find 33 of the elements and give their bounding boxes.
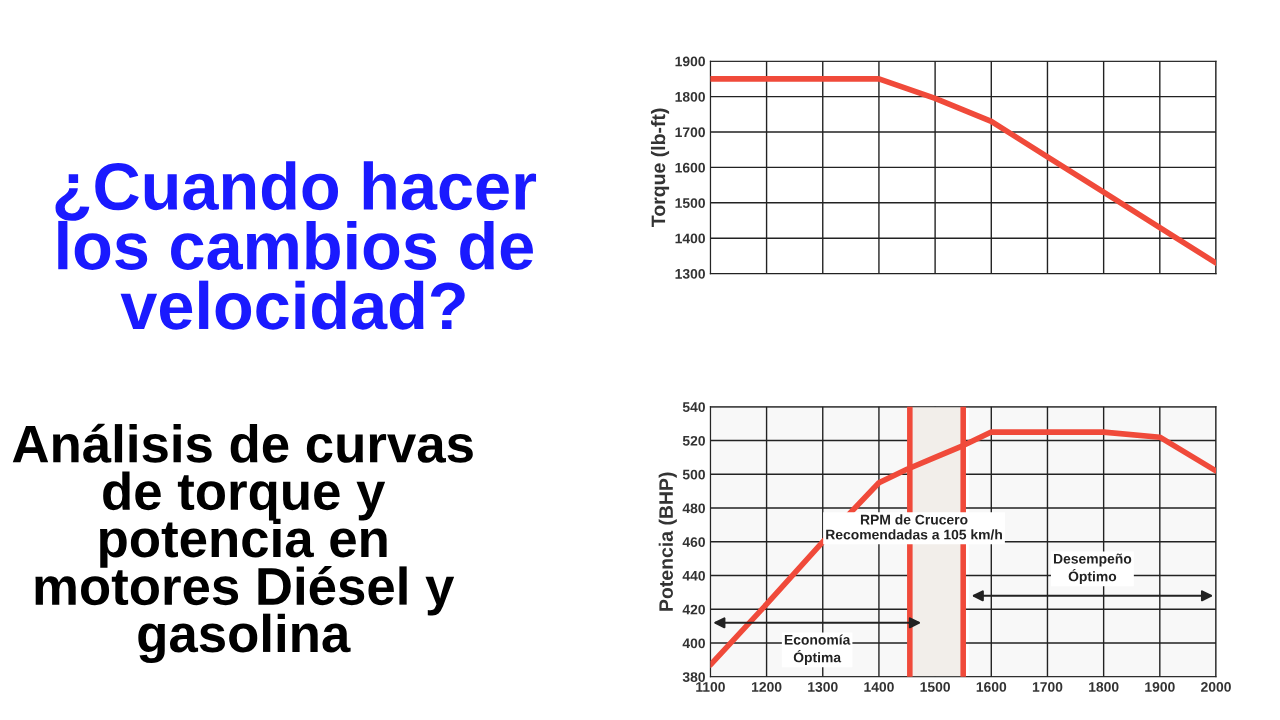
- y-tick-label: 500: [682, 469, 705, 480]
- y-tick-label: 480: [682, 503, 705, 514]
- x-tick-label: 1900: [1145, 682, 1175, 692]
- y-tick-label: 400: [682, 638, 705, 649]
- y-tick-label: 1400: [675, 233, 705, 244]
- x-tick-label: 1400: [864, 682, 894, 692]
- text: Análisis de curvas de torque y potencia en motores Diésel y gasolina: [12, 423, 473, 664]
- y-axis-title: Torque (lb-ft): [650, 108, 670, 227]
- text: ¿Cuando hacer los cambios de velocidad?: [55, 161, 537, 330]
- band-label: Desempeño Óptimo: [1053, 553, 1132, 585]
- y-tick-label: 520: [682, 435, 705, 446]
- y-tick-label: 1800: [675, 91, 705, 102]
- x-tick-label: 1300: [808, 682, 838, 692]
- x-tick-label: 2000: [1201, 682, 1231, 692]
- y-tick-label: 1300: [675, 268, 705, 279]
- band-label: Economía Óptima: [784, 634, 851, 666]
- x-tick-label: 1100: [696, 682, 725, 692]
- y-tick-label: 1500: [675, 198, 705, 208]
- y-tick-label: 420: [682, 604, 705, 615]
- x-tick-label: 1500: [920, 682, 950, 692]
- y-tick-label: 460: [682, 537, 705, 547]
- y-axis-title: Potencia (BHP): [658, 472, 677, 611]
- y-tick-label: 1700: [675, 127, 705, 138]
- band-label: RPM de Crucero Recomendadas a 105 km/h: [826, 514, 1002, 540]
- x-tick-label: 1600: [976, 682, 1007, 692]
- y-tick-label: 380: [682, 672, 705, 682]
- x-tick-label: 1700: [1032, 682, 1063, 692]
- y-tick-label: 540: [682, 402, 705, 412]
- y-tick-label: 440: [682, 570, 705, 581]
- x-tick-label: 1200: [752, 682, 782, 692]
- y-tick-label: 1600: [675, 162, 705, 173]
- x-tick-label: 1800: [1089, 682, 1119, 692]
- y-tick-label: 1900: [675, 56, 705, 67]
